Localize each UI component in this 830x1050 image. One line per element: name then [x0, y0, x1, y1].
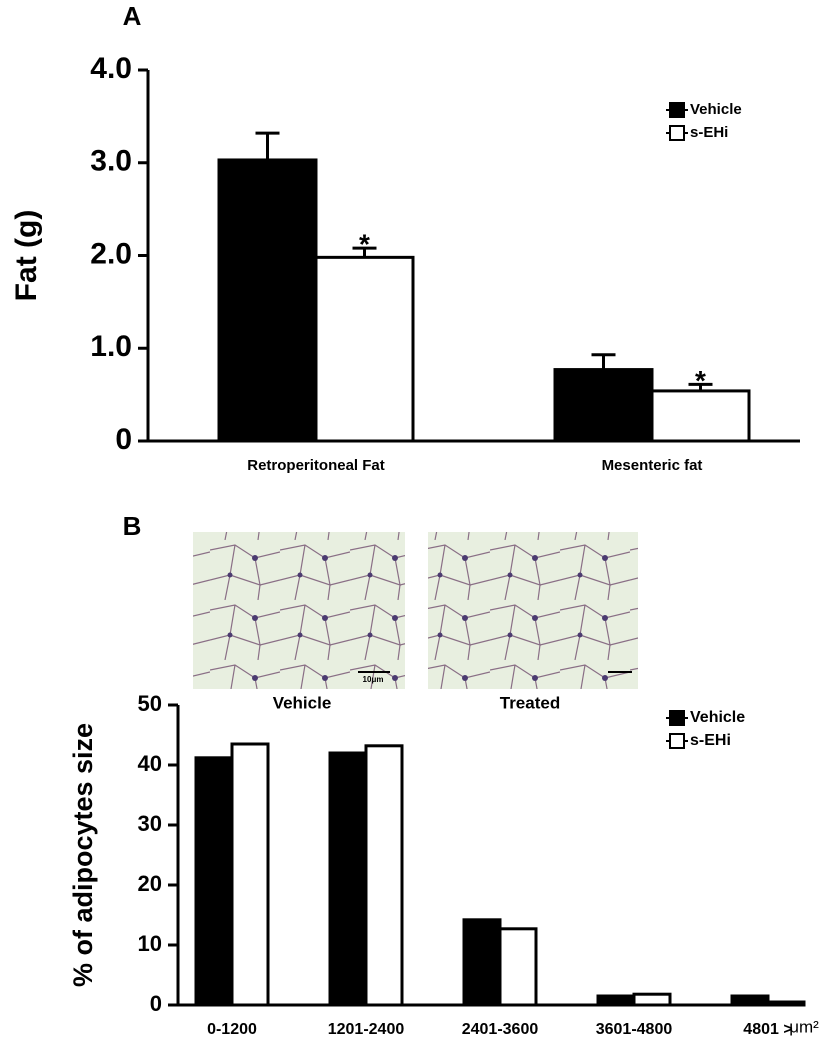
y-tick-label: 50	[138, 691, 162, 716]
bar	[328, 751, 368, 1007]
x-tick-label: 2401-3600	[462, 1021, 539, 1038]
significance-marker: *	[695, 365, 706, 396]
x-tick-label: Mesenteric fat	[602, 457, 703, 474]
y-tick-label: 30	[138, 811, 162, 836]
y-tick-label: 10	[138, 931, 162, 956]
legend-swatch	[669, 733, 685, 749]
bar	[462, 918, 502, 1007]
micrograph-caption: Treated	[500, 693, 560, 712]
bar	[650, 389, 751, 443]
bar	[194, 756, 234, 1007]
legend-label: Vehicle	[690, 709, 745, 726]
y-axis-label: Fat (g)	[10, 210, 43, 302]
legend-swatch	[669, 125, 685, 141]
bar	[217, 158, 318, 443]
x-unit-label: μm²	[789, 1017, 819, 1036]
micrograph-treated	[428, 532, 638, 689]
x-tick-label: 0-1200	[207, 1021, 257, 1038]
legend-swatch	[669, 710, 685, 726]
micrograph-vehicle	[193, 532, 405, 689]
bar	[314, 255, 415, 443]
bar	[632, 992, 672, 1007]
y-tick-label: 4.0	[90, 52, 132, 85]
y-tick-label: 0	[115, 423, 132, 456]
x-tick-label: Retroperitoneal Fat	[247, 457, 385, 474]
y-tick-label: 3.0	[90, 145, 132, 178]
scale-label: 10μm	[363, 675, 384, 684]
micrograph-image	[193, 532, 405, 689]
bar	[553, 368, 654, 443]
significance-marker: *	[359, 228, 370, 259]
micrograph-caption: Vehicle	[273, 693, 332, 712]
panel-label: A	[123, 1, 142, 31]
legend-label: Vehicle	[690, 101, 742, 118]
y-tick-label: 1.0	[90, 330, 132, 363]
legend-label: s-EHi	[690, 124, 728, 141]
panel-label: B	[123, 511, 142, 541]
y-tick-label: 40	[138, 751, 162, 776]
x-tick-label: 4801 >	[743, 1021, 792, 1038]
legend-label: s-EHi	[690, 732, 731, 749]
micrograph-image	[428, 532, 638, 689]
y-axis-label: % of adipocytes size	[68, 723, 98, 987]
y-tick-label: 2.0	[90, 237, 132, 270]
bar	[230, 742, 270, 1007]
y-tick-label: 20	[138, 871, 162, 896]
legend-swatch	[669, 102, 685, 118]
y-tick-label: 0	[150, 991, 162, 1016]
x-tick-label: 3601-4800	[596, 1021, 673, 1038]
bar	[498, 927, 538, 1007]
x-tick-label: 1201-2400	[328, 1021, 405, 1038]
bar	[364, 744, 404, 1007]
